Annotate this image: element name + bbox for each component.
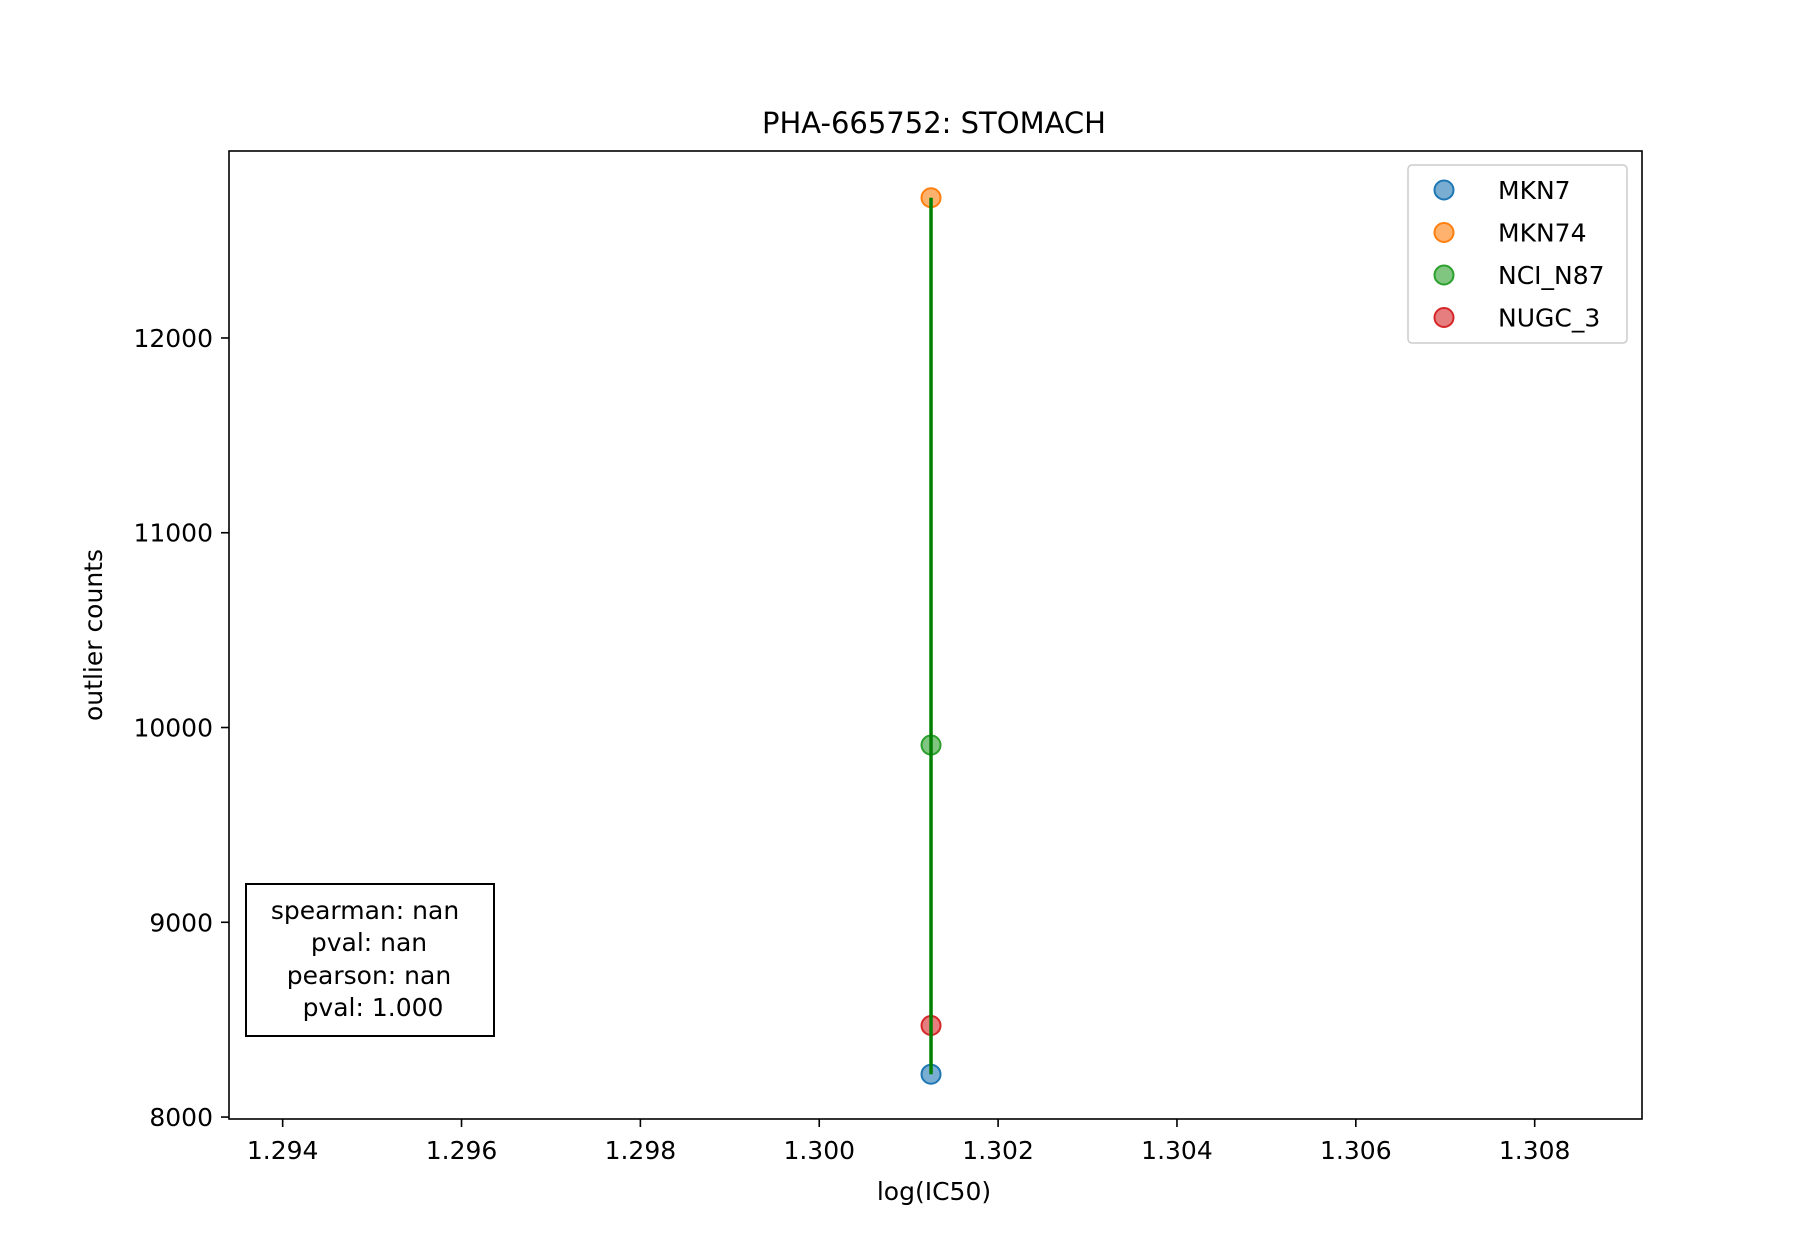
- legend-frame: [1407, 164, 1628, 344]
- stats-pearson: pearson: nan: [287, 961, 451, 990]
- x-tick-label: 1.298: [605, 1136, 677, 1165]
- x-tick-label: 1.300: [783, 1136, 855, 1165]
- legend-label: NCI_N87: [1498, 261, 1605, 290]
- chart-title: PHA-665752: STOMACH: [762, 106, 1106, 140]
- x-tick-label: 1.296: [426, 1136, 498, 1165]
- x-tick-label: 1.294: [247, 1136, 319, 1165]
- legend-marker: [1433, 222, 1455, 243]
- legend: MKN7 MKN74 NCI_N87 NUGC_3: [1407, 164, 1628, 344]
- x-tick-label: 1.308: [1499, 1136, 1571, 1165]
- y-tick-label: 10000: [133, 714, 213, 743]
- y-tick-label: 12000: [133, 324, 213, 353]
- legend-marker: [1433, 179, 1455, 201]
- plot-area-frame: [228, 150, 1643, 1120]
- x-axis: 1.294 1.296 1.298 1.300 1.302 1.304 1.306 1.308: [247, 1119, 1571, 1165]
- y-tick-label: 9000: [149, 908, 213, 937]
- x-tick-label: 1.304: [1141, 1136, 1213, 1165]
- stats-spearman: spearman: nan: [271, 896, 459, 925]
- stats-pearson-pval: pval: 1.000: [303, 993, 444, 1022]
- x-tick-label: 1.302: [962, 1136, 1034, 1165]
- y-axis-label: outlier counts: [79, 549, 108, 721]
- legend-label: MKN74: [1498, 219, 1586, 248]
- x-axis-label: log(IC50): [877, 1177, 991, 1206]
- y-axis: 8000 9000 10000 11000 12000: [133, 324, 229, 1132]
- legend-label: MKN7: [1498, 176, 1571, 205]
- y-tick-label: 8000: [149, 1103, 213, 1132]
- y-tick-label: 11000: [133, 519, 213, 548]
- legend-label: NUGC_3: [1498, 304, 1600, 333]
- legend-marker: [1433, 264, 1455, 286]
- stats-box: spearman: nan pval: nan pearson: nan pva…: [245, 883, 495, 1037]
- legend-marker: [1433, 307, 1455, 328]
- x-tick-label: 1.306: [1320, 1136, 1392, 1165]
- stats-box-frame: [245, 883, 495, 1037]
- stats-spearman-pval: pval: nan: [311, 928, 427, 957]
